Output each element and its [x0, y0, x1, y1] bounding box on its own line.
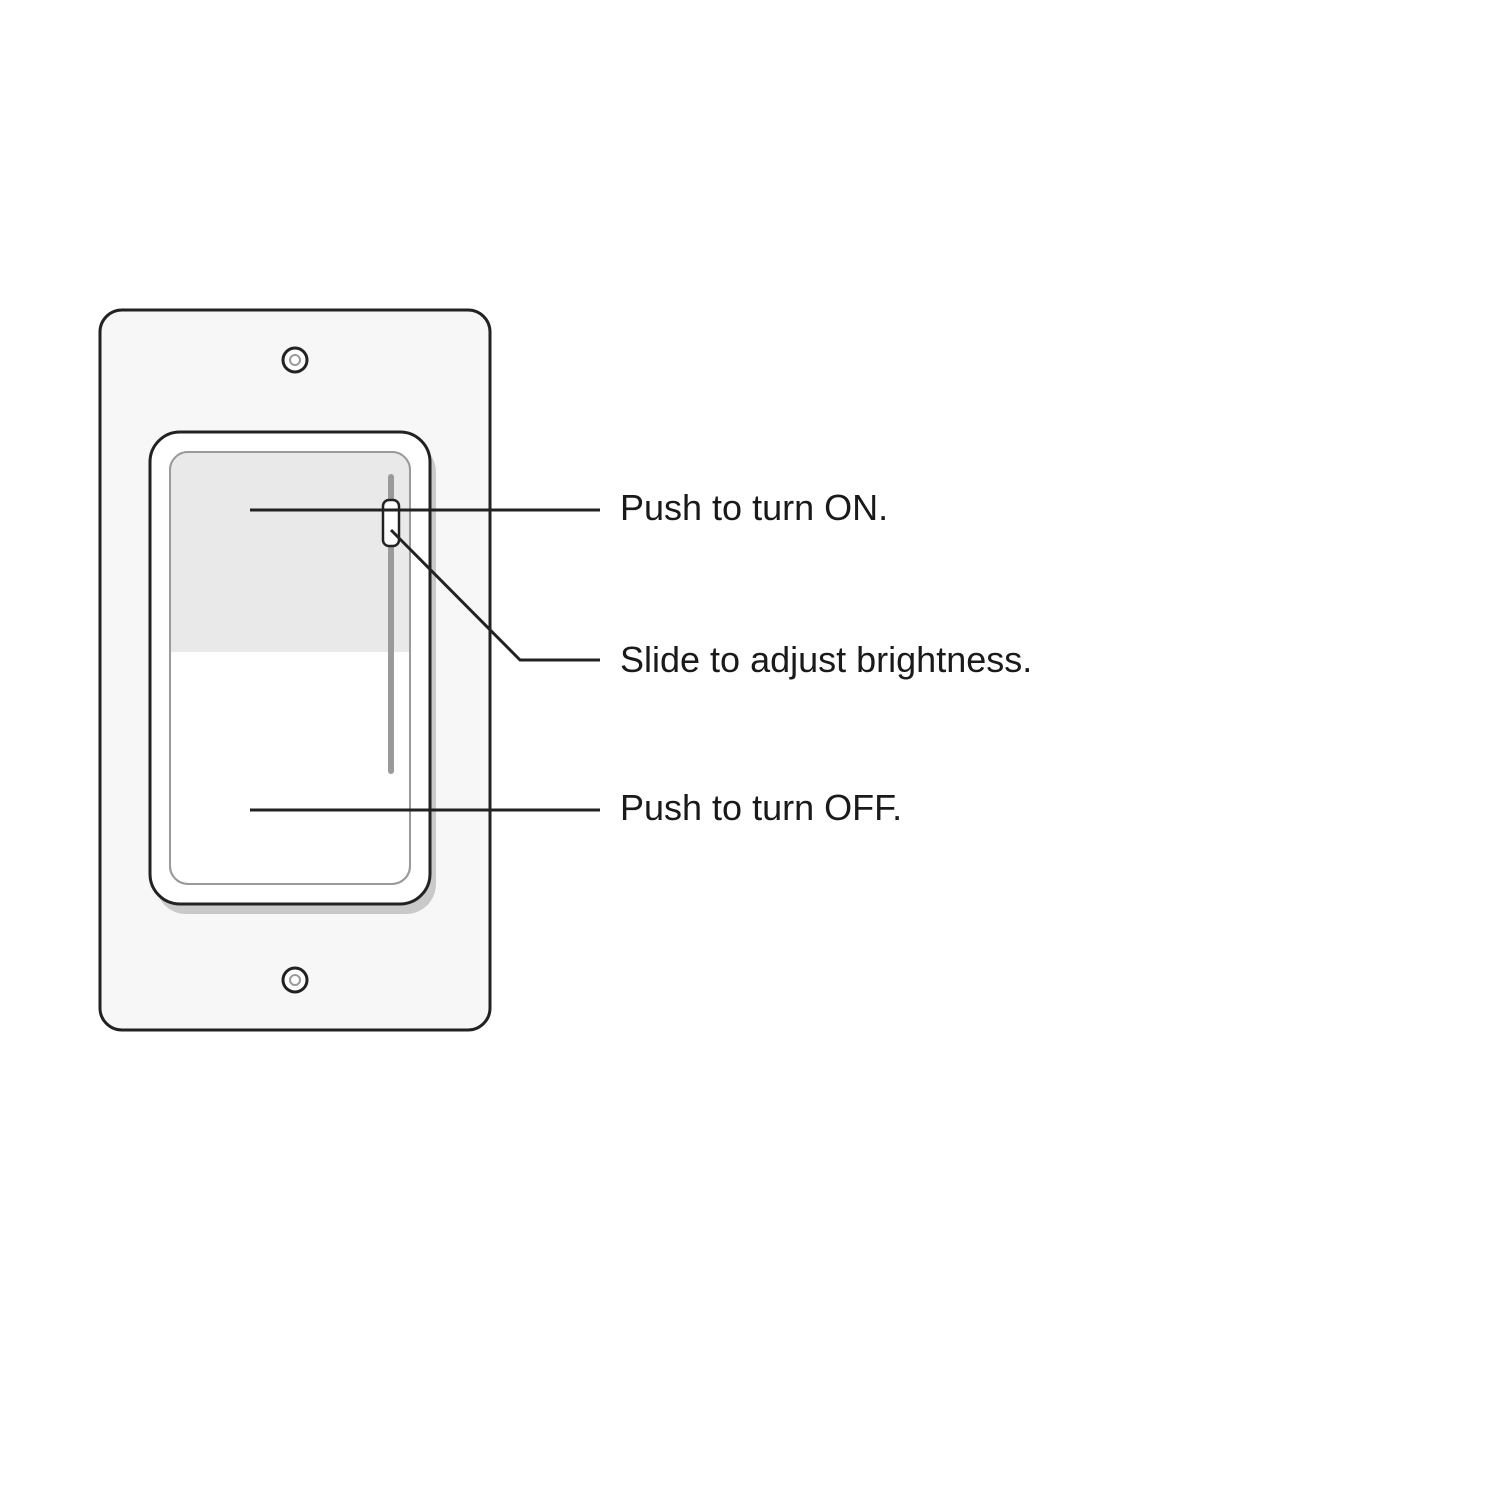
callout-label-slide: Slide to adjust brightness.: [620, 640, 1032, 680]
screw-top: [283, 348, 307, 372]
slider-knob: [383, 500, 399, 546]
callout-label-off: Push to turn OFF.: [620, 788, 902, 828]
rocker-face-top: [170, 452, 410, 652]
screw-bottom: [283, 968, 307, 992]
switch-illustration: [0, 0, 1500, 1500]
callout-label-on: Push to turn ON.: [620, 488, 888, 528]
diagram-stage: Push to turn ON. Slide to adjust brightn…: [0, 0, 1500, 1500]
